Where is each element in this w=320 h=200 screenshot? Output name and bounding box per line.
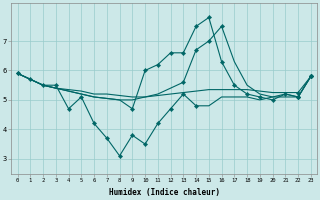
X-axis label: Humidex (Indice chaleur): Humidex (Indice chaleur) bbox=[109, 188, 220, 197]
